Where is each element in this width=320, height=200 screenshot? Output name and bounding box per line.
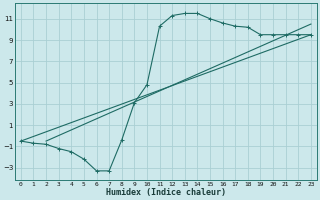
X-axis label: Humidex (Indice chaleur): Humidex (Indice chaleur) [106, 188, 226, 197]
